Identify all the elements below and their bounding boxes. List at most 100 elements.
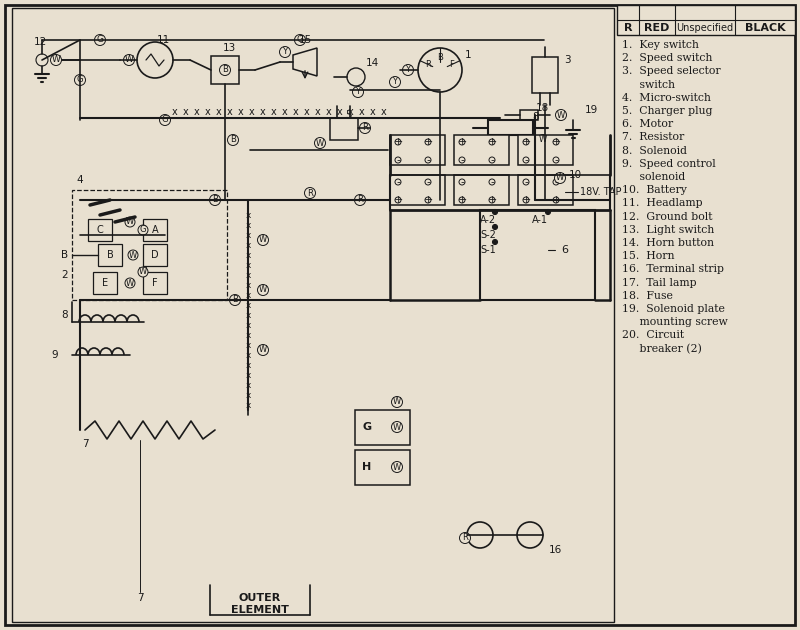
Text: x: x (227, 107, 233, 117)
Circle shape (425, 179, 431, 185)
Text: 5: 5 (345, 110, 351, 120)
Text: x: x (246, 331, 250, 340)
Text: Y: Y (406, 66, 410, 74)
Text: W: W (129, 251, 137, 260)
Text: 7: 7 (82, 439, 88, 449)
Text: 18V. TAP: 18V. TAP (580, 187, 622, 197)
Circle shape (36, 54, 48, 66)
Circle shape (467, 522, 493, 548)
Text: B: B (62, 250, 69, 260)
Circle shape (391, 421, 402, 433)
Circle shape (553, 157, 559, 163)
Text: 10: 10 (569, 170, 582, 180)
Circle shape (517, 522, 543, 548)
Text: x: x (246, 381, 250, 389)
Text: x: x (381, 107, 387, 117)
Text: x: x (246, 321, 250, 329)
Text: x: x (194, 107, 200, 117)
Circle shape (123, 55, 134, 66)
Text: R: R (426, 60, 431, 69)
Text: W: W (393, 462, 401, 471)
Text: -: - (524, 177, 528, 187)
Text: R: R (362, 123, 368, 132)
Text: A: A (152, 225, 158, 235)
Text: +: + (423, 195, 433, 205)
Text: ELEMENT: ELEMENT (231, 605, 289, 615)
Text: +: + (487, 137, 497, 147)
Bar (143, 272, 167, 294)
Text: -: - (460, 155, 464, 165)
Text: x: x (216, 107, 222, 117)
Bar (390, 135, 445, 165)
Text: 13: 13 (222, 43, 236, 53)
Circle shape (279, 47, 290, 57)
Text: x: x (246, 360, 250, 370)
Text: 12.  Ground bolt: 12. Ground bolt (622, 212, 713, 222)
Text: G: G (140, 226, 146, 234)
Text: -: - (554, 155, 558, 165)
Circle shape (258, 345, 269, 355)
Circle shape (347, 68, 365, 86)
Text: -: - (490, 155, 494, 165)
Text: 7.  Resistor: 7. Resistor (622, 132, 684, 142)
Circle shape (258, 234, 269, 246)
Circle shape (425, 139, 431, 145)
Text: x: x (183, 107, 189, 117)
Text: 15.  Horn: 15. Horn (622, 251, 674, 261)
Circle shape (391, 396, 402, 408)
Text: A-2: A-2 (480, 215, 496, 225)
Text: D: D (151, 250, 159, 260)
Text: F: F (450, 60, 454, 69)
Text: G: G (297, 35, 303, 45)
Circle shape (489, 197, 495, 203)
Circle shape (395, 139, 401, 145)
Text: 15: 15 (298, 35, 312, 45)
Circle shape (538, 134, 549, 146)
Text: x: x (282, 107, 288, 117)
Circle shape (489, 139, 495, 145)
Text: 6.  Motor: 6. Motor (622, 119, 673, 129)
Circle shape (489, 179, 495, 185)
Circle shape (553, 139, 559, 145)
Text: x: x (359, 107, 365, 117)
Circle shape (138, 267, 148, 277)
Text: switch: switch (622, 79, 675, 89)
Circle shape (138, 225, 148, 235)
Text: 19.  Solenoid plate: 19. Solenoid plate (622, 304, 725, 314)
Text: 8.  Solenoid: 8. Solenoid (622, 146, 687, 156)
Circle shape (227, 134, 238, 146)
Text: BLACK: BLACK (745, 23, 786, 33)
Circle shape (128, 250, 138, 260)
Text: mounting screw: mounting screw (622, 317, 728, 327)
Circle shape (125, 217, 135, 227)
Circle shape (459, 179, 465, 185)
Text: OUTER: OUTER (239, 593, 281, 603)
Circle shape (294, 35, 306, 45)
Text: 1: 1 (465, 50, 471, 60)
Text: E: E (102, 278, 108, 288)
Text: W: W (393, 423, 401, 432)
Circle shape (210, 195, 221, 205)
Circle shape (258, 285, 269, 295)
Text: 19: 19 (584, 105, 598, 115)
Circle shape (425, 197, 431, 203)
Text: -: - (460, 177, 464, 187)
Text: x: x (304, 107, 310, 117)
Text: +: + (487, 195, 497, 205)
Text: 5.  Charger plug: 5. Charger plug (622, 106, 713, 116)
Text: B: B (222, 66, 228, 74)
Text: 2: 2 (62, 270, 68, 280)
Text: x: x (271, 107, 277, 117)
Text: 14: 14 (366, 58, 378, 68)
Text: -: - (396, 177, 400, 187)
Text: 3.  Speed selector: 3. Speed selector (622, 66, 721, 76)
Bar (488, 120, 533, 135)
Text: Unspecified: Unspecified (677, 23, 734, 33)
Text: RED: RED (644, 23, 670, 33)
Text: W: W (259, 285, 267, 294)
Text: x: x (293, 107, 299, 117)
Bar (355, 410, 410, 445)
Text: +: + (458, 137, 466, 147)
Bar (617, 5, 795, 35)
Text: x: x (315, 107, 321, 117)
